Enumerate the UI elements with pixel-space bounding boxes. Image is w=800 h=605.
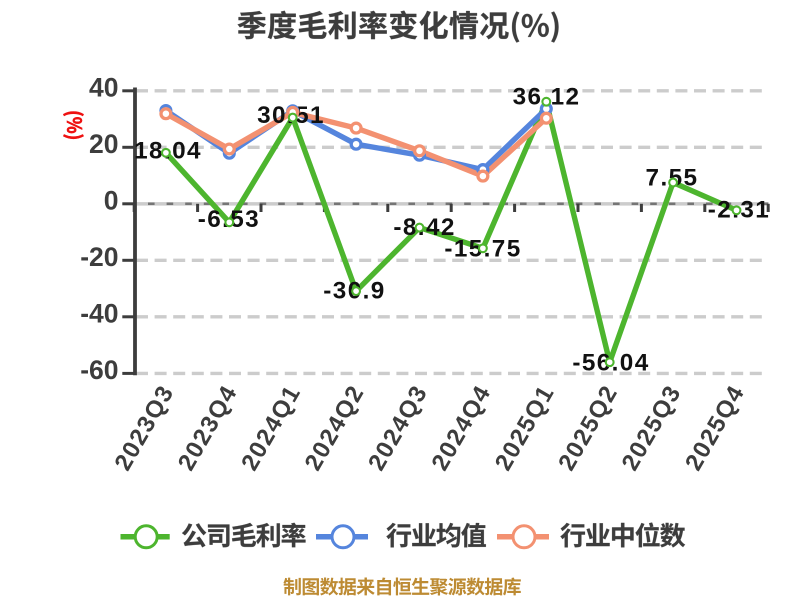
svg-text:-20: -20 [80, 242, 118, 272]
svg-text:0: 0 [104, 185, 119, 215]
svg-text:40: 40 [89, 72, 118, 102]
svg-text:20: 20 [89, 129, 118, 159]
svg-text:-40: -40 [80, 298, 118, 328]
svg-text:-60: -60 [80, 355, 118, 385]
